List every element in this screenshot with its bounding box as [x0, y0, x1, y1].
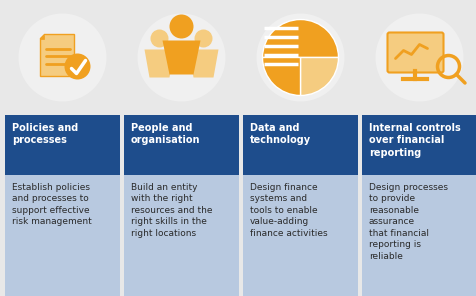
Circle shape	[19, 14, 106, 102]
Bar	[124, 0, 238, 115]
Wedge shape	[262, 57, 300, 96]
Bar	[5, 175, 120, 296]
Circle shape	[194, 30, 212, 47]
Circle shape	[169, 15, 193, 38]
Bar	[5, 115, 120, 175]
Polygon shape	[40, 35, 74, 76]
Polygon shape	[144, 49, 174, 78]
Wedge shape	[300, 57, 338, 96]
Text: Design finance
systems and
tools to enable
value-adding
finance activities: Design finance systems and tools to enab…	[249, 183, 327, 238]
Text: Data and
technology: Data and technology	[249, 123, 310, 145]
Circle shape	[375, 14, 463, 102]
Polygon shape	[162, 41, 200, 75]
Text: Establish policies
and processes to
support effective
risk management: Establish policies and processes to supp…	[12, 183, 91, 226]
Bar	[361, 0, 476, 115]
Circle shape	[137, 14, 225, 102]
Bar	[361, 175, 476, 296]
Text: Internal controls
over financial
reporting: Internal controls over financial reporti…	[368, 123, 460, 158]
Bar	[361, 115, 476, 175]
Wedge shape	[262, 20, 338, 57]
Circle shape	[64, 54, 90, 80]
Circle shape	[256, 14, 344, 102]
Text: People and
organisation: People and organisation	[131, 123, 200, 145]
Polygon shape	[188, 49, 218, 78]
FancyBboxPatch shape	[387, 33, 443, 73]
Text: Policies and
processes: Policies and processes	[12, 123, 78, 145]
Polygon shape	[40, 35, 44, 38]
Text: Design processes
to provide
reasonable
assurance
that financial
reporting is
rel: Design processes to provide reasonable a…	[368, 183, 447, 261]
Circle shape	[150, 30, 168, 47]
Text: Build an entity
with the right
resources and the
right skills in the
right locat: Build an entity with the right resources…	[131, 183, 212, 238]
Bar	[5, 0, 120, 115]
Bar	[242, 0, 357, 115]
Bar	[242, 115, 357, 175]
Bar	[124, 175, 238, 296]
Bar	[124, 115, 238, 175]
Bar	[242, 175, 357, 296]
